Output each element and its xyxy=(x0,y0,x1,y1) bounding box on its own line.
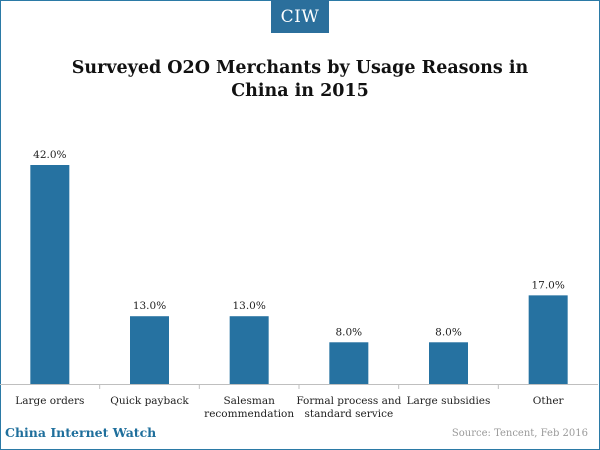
bar xyxy=(130,316,169,384)
category-label: Quick payback xyxy=(110,395,189,407)
ciw-logo: CIW xyxy=(271,0,329,33)
bar xyxy=(429,342,468,384)
data-label: 17.0% xyxy=(531,279,564,291)
category-label: Other xyxy=(533,395,565,407)
data-label: 13.0% xyxy=(133,300,166,312)
category-label: Large orders xyxy=(15,395,84,407)
category-label: Large subsidies xyxy=(407,395,491,407)
category-label: Salesman recommendation xyxy=(204,395,294,420)
data-label: 42.0% xyxy=(33,149,66,161)
data-label: 8.0% xyxy=(435,326,462,338)
source-note: Source: Tencent, Feb 2016 xyxy=(451,428,588,439)
category-label: Formal process and standard service xyxy=(296,395,401,420)
chart-title: Surveyed O2O Merchants by Usage Reasons … xyxy=(71,58,529,101)
bar xyxy=(329,342,369,384)
data-label: 8.0% xyxy=(335,326,362,338)
data-label: 13.0% xyxy=(232,300,265,312)
bar xyxy=(229,316,269,384)
bar xyxy=(30,165,70,384)
bar xyxy=(528,295,568,384)
footer-brand: China Internet Watch xyxy=(5,425,157,440)
